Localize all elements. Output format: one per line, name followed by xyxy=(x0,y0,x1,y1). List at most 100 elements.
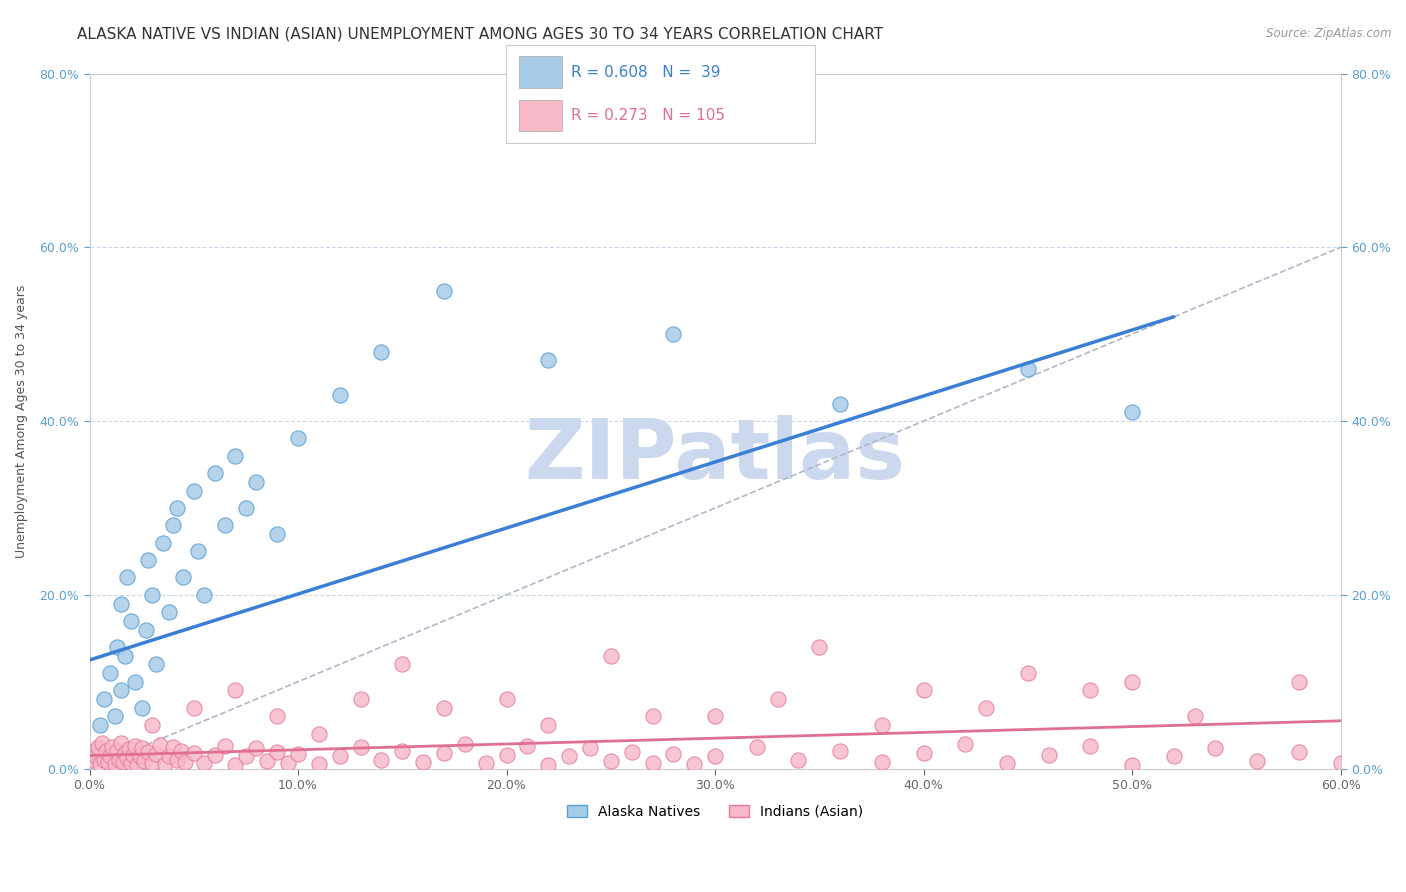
Point xyxy=(870,755,893,769)
Point xyxy=(105,744,128,758)
Point xyxy=(103,757,125,772)
Point xyxy=(329,748,352,763)
Point xyxy=(277,756,299,770)
Point xyxy=(110,683,132,698)
Point xyxy=(1184,709,1206,723)
Point xyxy=(558,749,581,764)
Point xyxy=(193,756,215,771)
Point xyxy=(412,755,434,769)
Point xyxy=(141,718,163,732)
Point xyxy=(474,756,496,771)
Point xyxy=(870,718,893,732)
Point xyxy=(214,518,236,533)
Point xyxy=(1121,674,1143,689)
Point xyxy=(141,756,163,770)
Point xyxy=(1080,683,1102,698)
Point xyxy=(111,755,134,769)
Point xyxy=(204,466,226,480)
Point xyxy=(308,757,330,772)
Point xyxy=(370,753,392,767)
Point xyxy=(495,747,517,762)
Point xyxy=(224,758,246,772)
Point xyxy=(1038,747,1060,762)
Point xyxy=(495,692,517,706)
Point xyxy=(349,739,371,754)
Point xyxy=(1288,745,1310,759)
Point xyxy=(537,353,560,368)
Point xyxy=(912,746,935,760)
Point xyxy=(266,745,288,759)
Point xyxy=(537,718,560,732)
Point xyxy=(122,747,145,762)
Point xyxy=(704,709,727,723)
Point xyxy=(287,747,309,761)
Point xyxy=(599,754,621,768)
Point xyxy=(955,737,977,751)
Point xyxy=(118,742,141,756)
Point xyxy=(110,735,132,749)
Point xyxy=(124,739,146,753)
Point xyxy=(1080,739,1102,753)
Point xyxy=(110,597,132,611)
Point xyxy=(1121,405,1143,419)
Point xyxy=(214,739,236,753)
Point xyxy=(391,657,413,672)
Point xyxy=(93,692,115,706)
Point xyxy=(141,588,163,602)
Point xyxy=(128,749,150,764)
Point xyxy=(84,748,107,763)
Point xyxy=(120,614,142,628)
Point xyxy=(145,657,167,672)
Point xyxy=(127,758,149,772)
Point xyxy=(1121,758,1143,772)
FancyBboxPatch shape xyxy=(519,56,562,87)
Point xyxy=(152,535,174,549)
Text: ZIPatlas: ZIPatlas xyxy=(524,416,905,496)
Point xyxy=(995,756,1018,771)
Point xyxy=(93,753,115,767)
Point xyxy=(370,344,392,359)
Point xyxy=(131,700,153,714)
Text: Source: ZipAtlas.com: Source: ZipAtlas.com xyxy=(1267,27,1392,40)
Point xyxy=(172,570,194,584)
Text: R = 0.608   N =  39: R = 0.608 N = 39 xyxy=(571,64,721,79)
Point xyxy=(162,739,184,754)
Point xyxy=(787,753,810,767)
Point xyxy=(391,744,413,758)
Y-axis label: Unemployment Among Ages 30 to 34 years: Unemployment Among Ages 30 to 34 years xyxy=(15,285,28,558)
Point xyxy=(183,483,205,498)
Point xyxy=(136,553,159,567)
Point xyxy=(704,748,727,763)
Point xyxy=(245,475,267,489)
Point xyxy=(516,739,538,753)
Point xyxy=(166,500,188,515)
Point xyxy=(599,648,621,663)
Point xyxy=(183,746,205,760)
Point xyxy=(89,718,111,732)
Point xyxy=(1204,740,1226,755)
Point xyxy=(830,744,852,758)
Point xyxy=(1329,756,1351,770)
Point xyxy=(235,500,257,515)
Point xyxy=(103,709,125,723)
Point xyxy=(329,388,352,402)
Point xyxy=(1017,666,1039,681)
Point xyxy=(224,683,246,698)
FancyBboxPatch shape xyxy=(519,100,562,131)
Point xyxy=(162,518,184,533)
Point xyxy=(105,640,128,654)
Point xyxy=(183,700,205,714)
Point xyxy=(745,739,768,754)
Point xyxy=(830,397,852,411)
Point xyxy=(662,327,685,342)
Point xyxy=(83,744,105,758)
Point xyxy=(193,588,215,602)
Legend: Alaska Natives, Indians (Asian): Alaska Natives, Indians (Asian) xyxy=(561,799,869,824)
Point xyxy=(187,544,209,558)
Point xyxy=(115,570,138,584)
Point xyxy=(115,751,138,765)
Point xyxy=(620,745,643,759)
Point xyxy=(766,692,789,706)
Point xyxy=(136,745,159,759)
Point xyxy=(166,753,188,767)
